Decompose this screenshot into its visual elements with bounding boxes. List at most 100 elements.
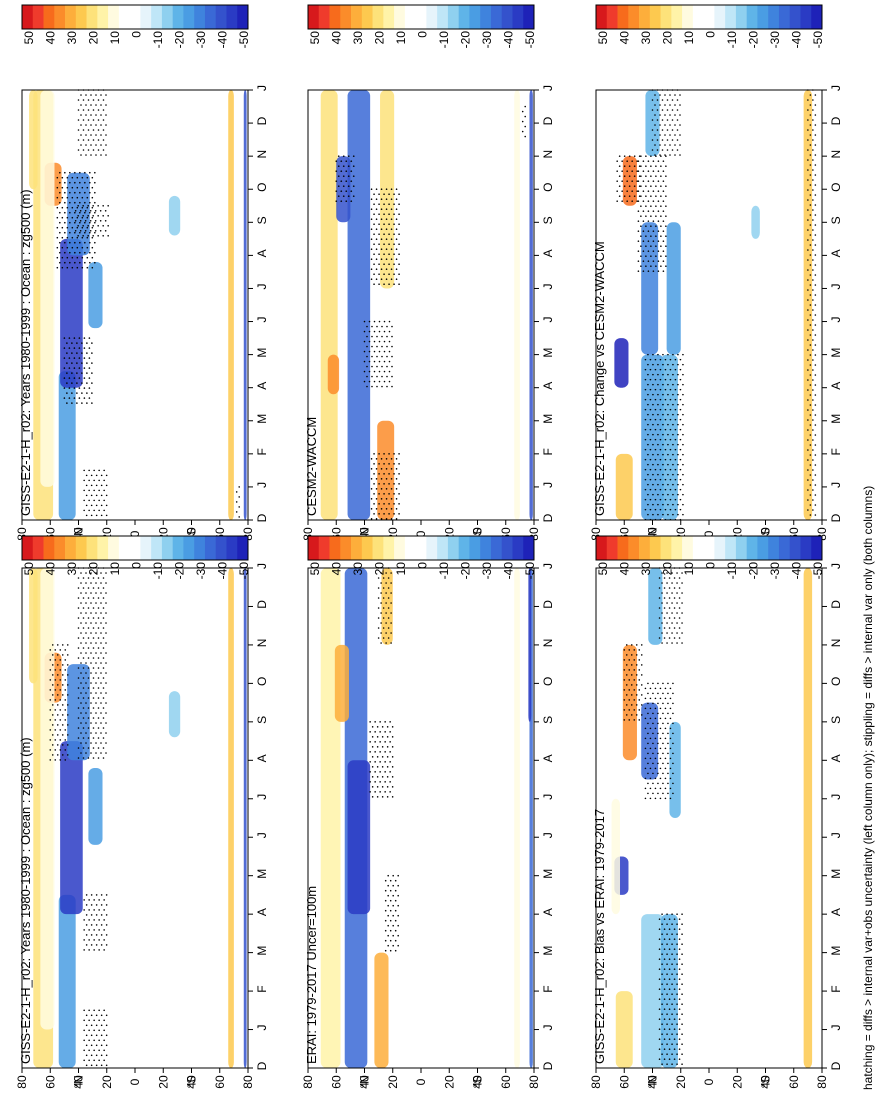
stipple-dot: [814, 334, 817, 336]
stipple-dot: [56, 734, 59, 736]
stipple-dot: [650, 165, 652, 167]
stipple-dot: [86, 186, 89, 189]
stipple-dot: [647, 260, 650, 262]
stipple-dot: [69, 191, 71, 194]
stipple-dot: [375, 268, 378, 271]
colorbar-segment: [183, 536, 195, 560]
y-tick-label: 20: [674, 1075, 688, 1089]
stipple-dot: [390, 592, 392, 594]
x-tick-label: N: [541, 639, 555, 648]
colorbar-segment: [415, 5, 427, 29]
stipple-dot: [633, 719, 636, 721]
stipple-dot: [100, 572, 102, 574]
stipple-dot: [652, 393, 654, 396]
colorbar-segment: [768, 5, 780, 29]
stipple-dot: [384, 761, 386, 763]
stipple-dot: [660, 205, 662, 207]
stipple-dot: [76, 392, 78, 394]
stipple-dot: [81, 342, 83, 344]
stipple-dot: [86, 206, 89, 209]
stipple-dot: [381, 726, 384, 728]
stipple-dot: [671, 109, 674, 111]
stipple-dot: [664, 757, 667, 760]
stipple-dot: [667, 682, 669, 685]
stipple-dot: [393, 203, 395, 206]
stipple-dot: [644, 777, 647, 780]
stipple-dot: [623, 165, 626, 167]
stipple-dot: [669, 134, 671, 136]
stipple-dot: [98, 1049, 100, 1052]
stipple-dot: [673, 928, 676, 930]
stipple-dot: [87, 119, 90, 121]
stipple-dot: [71, 392, 73, 394]
stipple-dot: [674, 104, 676, 106]
stipple-dot: [647, 403, 649, 406]
stipple-dot: [105, 1024, 108, 1027]
stipple-dot: [669, 418, 672, 421]
stipple-dot: [665, 265, 667, 267]
colorbar-segment: [800, 5, 812, 29]
y-hemisphere-label: °S: [471, 1076, 485, 1089]
stipple-dot: [95, 692, 97, 694]
x-tick-label: O: [829, 183, 843, 192]
colorbar-tick-label: 20: [372, 562, 386, 576]
colorbar-tick-label: -10: [437, 31, 451, 49]
stipple-dot: [64, 699, 67, 701]
stipple-dot: [105, 662, 107, 664]
stipple-dot: [666, 119, 669, 121]
stipple-dot: [383, 340, 386, 343]
stipple-dot: [80, 692, 82, 694]
stipple-dot: [61, 724, 64, 726]
colorbar-tick-label: -50: [237, 562, 251, 580]
stipple-dot: [92, 667, 95, 669]
stipple-dot: [103, 929, 105, 931]
stipple-dot: [383, 243, 385, 246]
stipple-dot: [386, 365, 388, 368]
stipple-dot: [664, 797, 667, 800]
stipple-dot: [375, 478, 378, 480]
stipple-dot: [388, 340, 391, 343]
stipple-dot: [342, 195, 345, 197]
stipple-dot: [669, 697, 672, 700]
stipple-dot: [98, 1009, 100, 1012]
x-tick-label: S: [829, 716, 843, 724]
stipple-dot: [395, 208, 398, 211]
stipple-dot: [650, 225, 652, 227]
stipple-dot: [656, 119, 659, 121]
stipple-dot: [666, 99, 669, 101]
stipple-dot: [395, 228, 398, 231]
stipple-dot: [85, 642, 87, 644]
stipple-dot: [672, 503, 674, 506]
stipple-dot: [85, 702, 87, 704]
stipple-dot: [654, 478, 657, 481]
y-hemisphere-label: °N: [358, 1075, 372, 1088]
stipple-dot: [388, 193, 390, 196]
colorbar-segment: [204, 5, 217, 29]
colorbar-segment: [318, 5, 330, 29]
stipple-dot: [68, 397, 71, 399]
stipple-dot: [809, 314, 812, 316]
stipple-dot: [390, 268, 393, 271]
stipple-dot: [671, 993, 673, 995]
stipple-dot: [370, 478, 373, 480]
stipple-dot: [86, 236, 89, 239]
stipple-dot: [371, 746, 374, 748]
stipple-dot: [73, 357, 76, 359]
stipple-dot: [87, 667, 90, 669]
stipple-dot: [61, 744, 64, 746]
stipple-dot: [630, 664, 633, 666]
stipple-dot: [809, 494, 812, 496]
contour-fill: [666, 222, 681, 355]
stipple-dot: [49, 689, 52, 691]
stipple-dot: [657, 473, 659, 476]
colorbar-tick-label: 50: [22, 562, 36, 576]
stipple-dot: [386, 325, 388, 328]
colorbar-segment: [308, 536, 320, 560]
stipple-dot: [64, 181, 66, 184]
x-tick-label: F: [255, 985, 269, 992]
stipple-dot: [89, 251, 91, 254]
stipple-dot: [352, 165, 355, 167]
stipple-dot: [393, 513, 395, 515]
stipple-dot: [677, 393, 679, 396]
